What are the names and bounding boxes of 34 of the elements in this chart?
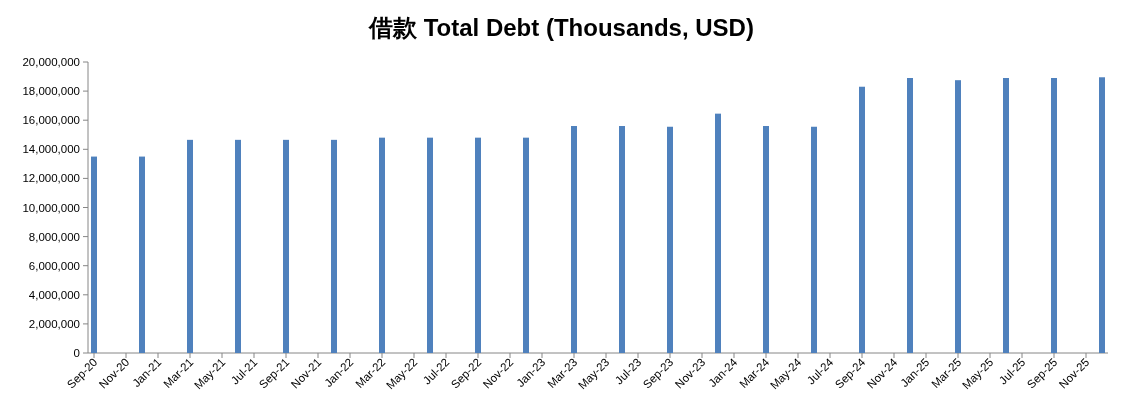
bar (571, 126, 577, 353)
bar (235, 139, 241, 353)
bar (1051, 78, 1057, 353)
chart-title: 借款 Total Debt (Thousands, USD) (368, 14, 754, 41)
bar (139, 156, 145, 353)
bar (715, 113, 721, 353)
y-tick-label: 18,000,000 (22, 85, 80, 98)
bar (667, 126, 673, 353)
y-tick-label: 0 (73, 347, 80, 359)
bar (427, 137, 433, 353)
y-tick-label: 10,000,000 (22, 201, 80, 214)
bar (523, 137, 529, 353)
y-tick-label: 2,000,000 (28, 317, 80, 330)
y-tick-label: 4,000,000 (28, 288, 80, 301)
bar (763, 126, 769, 353)
bar (331, 139, 337, 353)
y-tick-label: 6,000,000 (28, 259, 80, 272)
y-tick-label: 20,000,000 (22, 56, 80, 68)
y-tick-label: 8,000,000 (28, 230, 80, 243)
y-tick-label: 14,000,000 (22, 143, 80, 156)
bar (475, 137, 481, 353)
bar (1003, 78, 1009, 353)
bar (1099, 77, 1105, 353)
bar (955, 80, 961, 353)
bar (859, 86, 865, 353)
bar (379, 137, 385, 353)
bar (283, 139, 289, 353)
bar (187, 139, 193, 353)
bar (811, 126, 817, 353)
bar (619, 126, 625, 353)
y-tick-label: 12,000,000 (22, 172, 80, 185)
bar (91, 156, 97, 353)
y-tick-label: 16,000,000 (22, 114, 80, 127)
bar (907, 78, 913, 353)
